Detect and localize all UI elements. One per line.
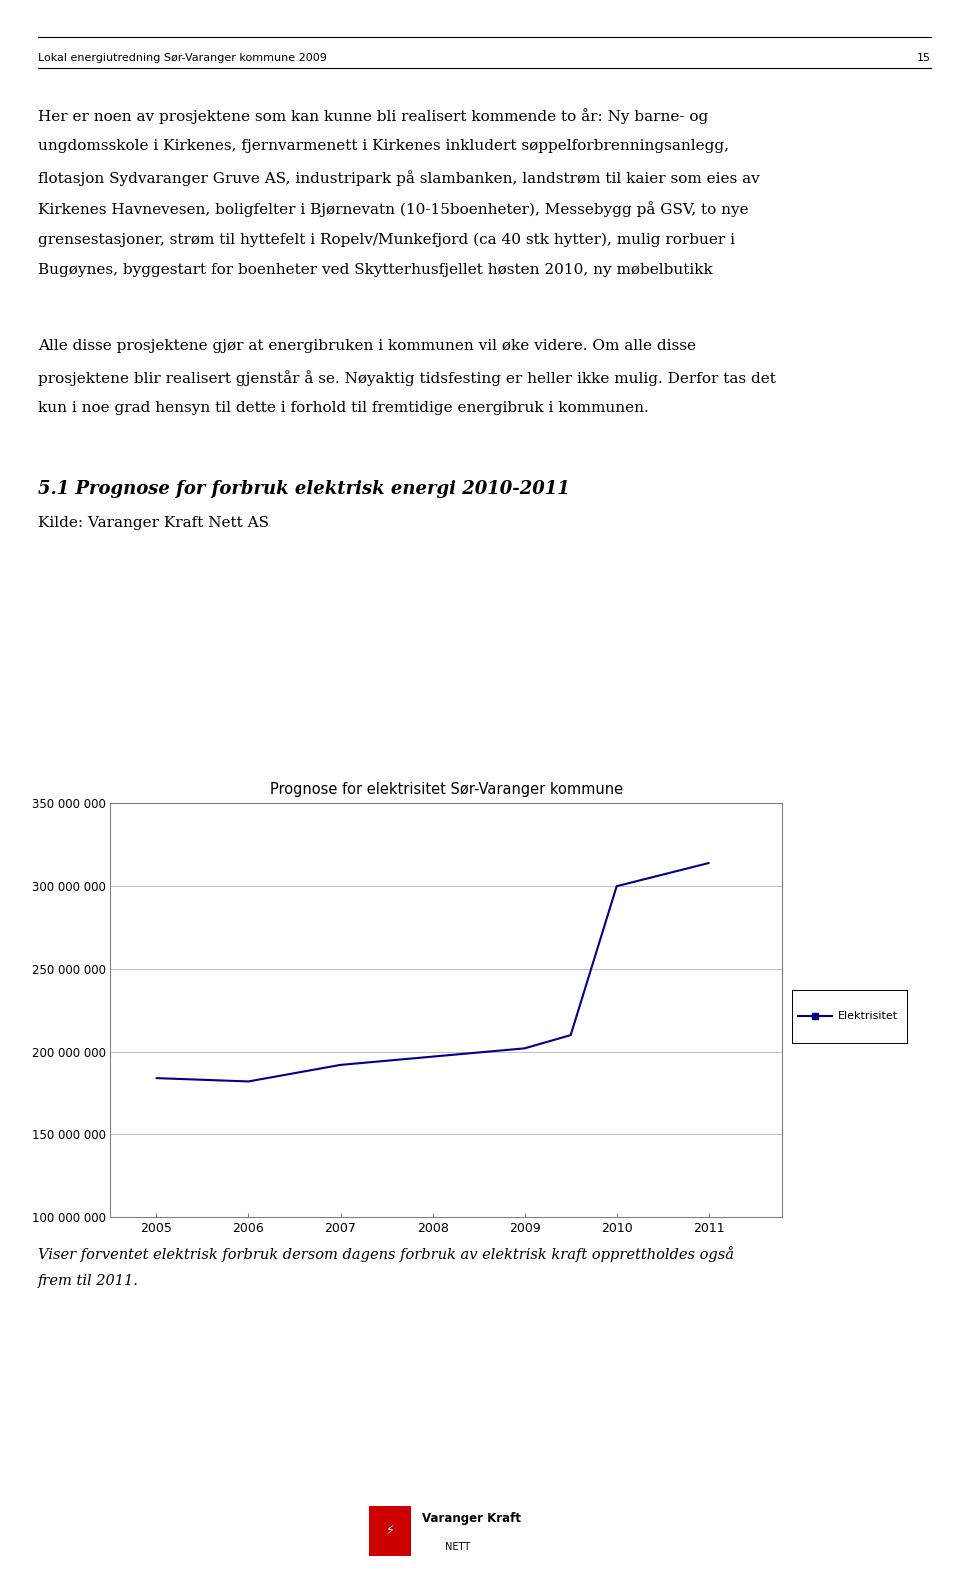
Text: grensestasjoner, strøm til hyttefelt i Ropelv/Munkefjord (ca 40 stk hytter), mul: grensestasjoner, strøm til hyttefelt i R…: [38, 232, 735, 247]
Text: Viser forventet elektrisk forbruk dersom dagens forbruk av elektrisk kraft oppre: Viser forventet elektrisk forbruk dersom…: [38, 1246, 734, 1262]
Text: Bugøynes, byggestart for boenheter ved Skytterhusfjellet høsten 2010, ny møbelbu: Bugøynes, byggestart for boenheter ved S…: [38, 263, 713, 277]
Text: prosjektene blir realisert gjenstår å se. Nøyaktig tidsfesting er heller ikke mu: prosjektene blir realisert gjenstår å se…: [38, 369, 777, 385]
Text: Her er noen av prosjektene som kan kunne bli realisert kommende to år: Ny barne-: Her er noen av prosjektene som kan kunne…: [38, 108, 708, 124]
Text: 15: 15: [917, 53, 931, 62]
FancyBboxPatch shape: [370, 1507, 411, 1556]
Text: ungdomsskole i Kirkenes, fjernvarmenett i Kirkenes inkludert søppelforbrenningsa: ungdomsskole i Kirkenes, fjernvarmenett …: [38, 138, 730, 153]
Title: Prognose for elektrisitet Sør-Varanger kommune: Prognose for elektrisitet Sør-Varanger k…: [270, 781, 623, 797]
Text: 5.1 Prognose for forbruk elektrisk energi 2010-2011: 5.1 Prognose for forbruk elektrisk energ…: [38, 480, 570, 498]
Text: ⚡: ⚡: [386, 1524, 395, 1537]
Text: Varanger Kraft: Varanger Kraft: [422, 1511, 521, 1524]
Text: Kilde: Varanger Kraft Nett AS: Kilde: Varanger Kraft Nett AS: [38, 515, 270, 530]
Text: NETT: NETT: [445, 1542, 470, 1553]
Text: Lokal energiutredning Sør-Varanger kommune 2009: Lokal energiutredning Sør-Varanger kommu…: [38, 53, 327, 62]
Text: Elektrisitet: Elektrisitet: [838, 1012, 899, 1021]
Text: frem til 2011.: frem til 2011.: [38, 1274, 139, 1289]
Text: Alle disse prosjektene gjør at energibruken i kommunen vil øke videre. Om alle d: Alle disse prosjektene gjør at energibru…: [38, 339, 696, 353]
Text: flotasjon Sydvaranger Gruve AS, industripark på slambanken, landstrøm til kaier : flotasjon Sydvaranger Gruve AS, industri…: [38, 170, 760, 186]
Text: kun i noe grad hensyn til dette i forhold til fremtidige energibruk i kommunen.: kun i noe grad hensyn til dette i forhol…: [38, 401, 649, 415]
Text: Kirkenes Havnevesen, boligfelter i Bjørnevatn (10-15boenheter), Messebygg på GSV: Kirkenes Havnevesen, boligfelter i Bjørn…: [38, 200, 749, 216]
